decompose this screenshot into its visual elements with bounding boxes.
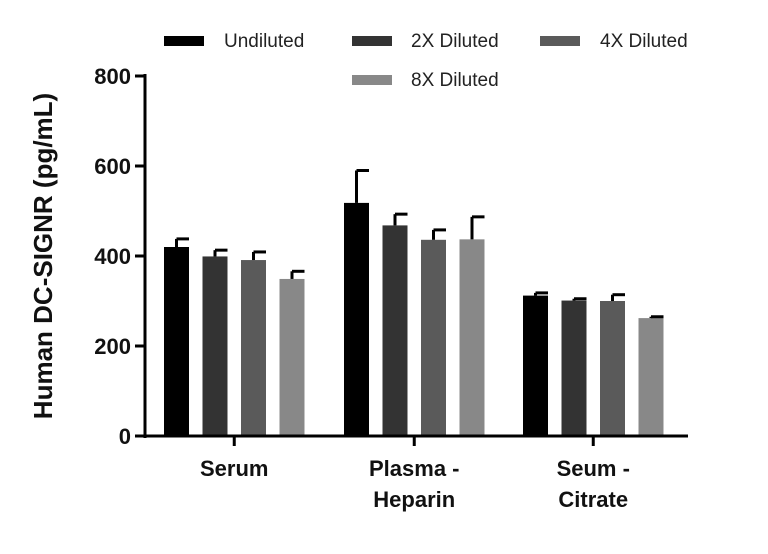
y-tick-label-3: 600 (94, 154, 131, 179)
x-category-label-2-1: Citrate (558, 487, 628, 512)
bar-2-3 (638, 318, 664, 436)
bar-0-1 (202, 256, 228, 436)
legend-swatch-2 (540, 36, 580, 46)
y-tick-label-4: 800 (94, 64, 131, 89)
y-tick-label-0: 0 (119, 424, 131, 449)
bar-1-3 (459, 239, 485, 436)
bar-2-0 (523, 295, 548, 436)
legend-label-0: Undiluted (224, 31, 304, 52)
bars (164, 169, 664, 436)
bar-2-1 (561, 300, 587, 436)
y-ticks: 0 200 400 600 800 (94, 64, 145, 449)
x-category-label-2-0: Seum - (557, 456, 630, 481)
y-axis-label: Human DC-SIGNR (pg/mL) (28, 93, 58, 419)
legend-label-1: 2X Diluted (411, 31, 499, 52)
bar-1-0 (344, 202, 369, 436)
x-categories: Serum Plasma - Heparin Seum - Citrate (200, 436, 630, 512)
bar-2-2 (600, 301, 625, 436)
legend-swatch-1 (352, 36, 392, 46)
x-category-label-1-1: Heparin (373, 487, 455, 512)
bar-0-3 (279, 278, 305, 436)
y-tick-label-2: 400 (94, 244, 131, 269)
legend-label-2: 4X Diluted (600, 31, 688, 52)
legend: Undiluted 2X Diluted 4X Diluted 8X Diluted (164, 31, 688, 91)
bar-1-2 (421, 239, 446, 436)
bar-0-2 (241, 260, 266, 436)
bar-0-0 (164, 247, 189, 436)
legend-swatch-3 (352, 75, 392, 85)
legend-swatch-0 (164, 36, 204, 46)
bar-1-1 (382, 225, 408, 436)
x-category-label-0-0: Serum (200, 456, 268, 481)
legend-label-3: 8X Diluted (411, 70, 499, 91)
y-tick-label-1: 200 (94, 334, 131, 359)
x-category-label-1-0: Plasma - (369, 456, 460, 481)
